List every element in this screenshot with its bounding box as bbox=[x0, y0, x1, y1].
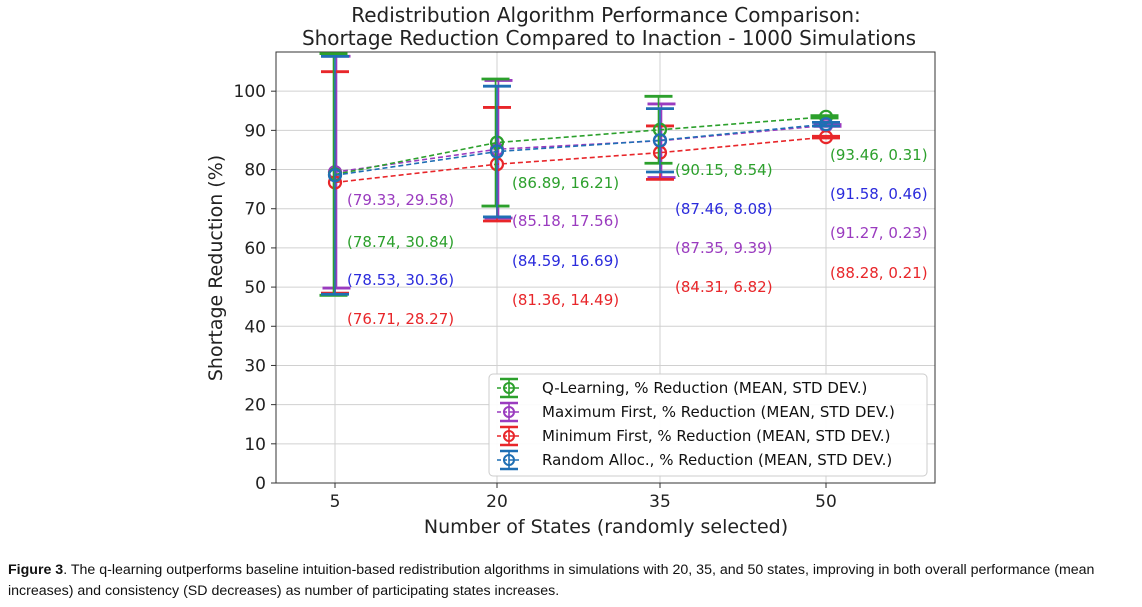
series-line bbox=[334, 136, 827, 184]
data-label: (93.46, 0.31) bbox=[830, 146, 928, 164]
x-tick-label: 50 bbox=[815, 492, 837, 512]
series-line bbox=[334, 123, 827, 177]
data-label: (79.33, 29.58) bbox=[347, 191, 454, 209]
data-label: (84.59, 16.69) bbox=[512, 252, 619, 270]
y-tick-label: 90 bbox=[244, 121, 266, 141]
legend-marker bbox=[503, 382, 515, 394]
y-tick-label: 30 bbox=[244, 356, 266, 376]
data-label: (88.28, 0.21) bbox=[830, 264, 928, 282]
y-tick-label: 70 bbox=[244, 200, 266, 220]
chart-title-line-1: Redistribution Algorithm Performance Com… bbox=[351, 3, 861, 27]
legend-label: Minimum First, % Reduction (MEAN, STD DE… bbox=[542, 427, 890, 445]
legend-label: Q-Learning, % Reduction (MEAN, STD DEV.) bbox=[542, 379, 867, 397]
plot-frame bbox=[275, 51, 936, 484]
x-tick-label: 5 bbox=[330, 492, 341, 512]
data-label: (91.58, 0.46) bbox=[830, 185, 928, 203]
data-label: (84.31, 6.82) bbox=[675, 278, 773, 296]
caption-text: . The q-learning outperforms baseline in… bbox=[8, 562, 1095, 599]
figure-caption: Figure 3. The q-learning outperforms bas… bbox=[8, 560, 1136, 602]
legend-entry: Random Alloc., % Reduction (MEAN, STD DE… bbox=[497, 449, 892, 471]
data-label: (76.71, 28.27) bbox=[347, 310, 454, 328]
data-label: (91.27, 0.23) bbox=[830, 224, 928, 242]
y-tick-label: 50 bbox=[244, 278, 266, 298]
chart-svg: 0 10 20 30 40 50 60 70 80 90 100 5 20 35 50 Redistribut… bbox=[205, 3, 936, 538]
y-tick-label: 60 bbox=[244, 239, 266, 259]
chart: 0 10 20 30 40 50 60 70 80 90 100 5 20 35 50 Redistribut… bbox=[205, 3, 936, 538]
legend-label: Maximum First, % Reduction (MEAN, STD DE… bbox=[542, 403, 895, 421]
caption-label: Figure 3 bbox=[8, 562, 64, 578]
y-tick-label: 40 bbox=[244, 317, 266, 337]
x-axis-label: Number of States (randomly selected) bbox=[424, 516, 788, 538]
data-label: (87.46, 8.08) bbox=[675, 200, 773, 218]
y-tick-label: 80 bbox=[244, 161, 266, 181]
legend-marker bbox=[503, 430, 515, 442]
y-axis-label: Shortage Reduction (%) bbox=[205, 155, 227, 381]
data-point bbox=[327, 168, 343, 183]
data-label: (78.74, 30.84) bbox=[347, 233, 454, 251]
x-tick-label: 20 bbox=[486, 492, 508, 512]
series-line bbox=[334, 116, 827, 176]
data-label: (78.53, 30.36) bbox=[347, 271, 454, 289]
legend-marker bbox=[503, 454, 515, 466]
y-tick-label: 10 bbox=[244, 435, 266, 455]
series-3 bbox=[321, 54, 840, 296]
legend-box bbox=[488, 373, 928, 477]
legend-entry: Q-Learning, % Reduction (MEAN, STD DEV.) bbox=[497, 377, 867, 399]
y-tick-label: 100 bbox=[234, 82, 266, 102]
y-tick-label: 20 bbox=[244, 396, 266, 416]
data-point bbox=[818, 117, 834, 132]
legend-label: Random Alloc., % Reduction (MEAN, STD DE… bbox=[542, 451, 892, 469]
data-label: (87.35, 9.39) bbox=[675, 239, 773, 257]
series-line bbox=[334, 124, 827, 173]
chart-title-line-2: Shortage Reduction Compared to Inaction … bbox=[302, 26, 916, 50]
data-point bbox=[489, 144, 505, 159]
legend-marker bbox=[503, 406, 515, 418]
data-label: (86.89, 16.21) bbox=[512, 174, 619, 192]
data-label: (90.15, 8.54) bbox=[675, 161, 773, 179]
y-tick-label: 0 bbox=[255, 474, 266, 494]
x-tick-label: 35 bbox=[649, 492, 671, 512]
legend-entry: Minimum First, % Reduction (MEAN, STD DE… bbox=[497, 425, 890, 447]
data-label: (85.18, 17.56) bbox=[512, 212, 619, 230]
legend-entry: Maximum First, % Reduction (MEAN, STD DE… bbox=[497, 401, 895, 423]
data-label: (81.36, 14.49) bbox=[512, 291, 619, 309]
data-point bbox=[652, 133, 668, 148]
